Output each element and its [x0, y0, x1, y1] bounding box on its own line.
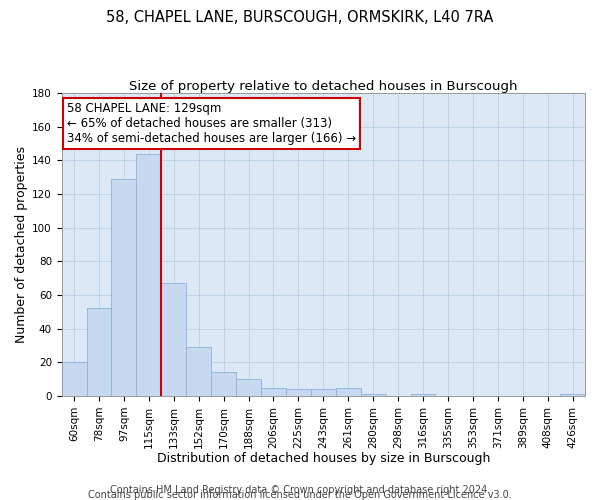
Bar [410, 394, 436, 396]
Text: 58 CHAPEL LANE: 129sqm
← 65% of detached houses are smaller (313)
34% of semi-de: 58 CHAPEL LANE: 129sqm ← 65% of detached… [67, 102, 356, 145]
Bar [186, 347, 211, 396]
X-axis label: Distribution of detached houses by size in Burscough: Distribution of detached houses by size … [157, 452, 490, 465]
Bar [261, 388, 286, 396]
Y-axis label: Number of detached properties: Number of detached properties [15, 146, 28, 343]
Bar [112, 179, 136, 396]
Text: Contains HM Land Registry data © Crown copyright and database right 2024.: Contains HM Land Registry data © Crown c… [110, 485, 490, 495]
Bar [311, 390, 336, 396]
Bar [286, 390, 311, 396]
Bar [560, 394, 585, 396]
Bar [361, 394, 386, 396]
Bar [86, 308, 112, 396]
Bar [236, 379, 261, 396]
Bar [62, 362, 86, 396]
Bar [136, 154, 161, 396]
Text: Contains public sector information licensed under the Open Government Licence v3: Contains public sector information licen… [88, 490, 512, 500]
Title: Size of property relative to detached houses in Burscough: Size of property relative to detached ho… [129, 80, 518, 93]
Text: 58, CHAPEL LANE, BURSCOUGH, ORMSKIRK, L40 7RA: 58, CHAPEL LANE, BURSCOUGH, ORMSKIRK, L4… [106, 10, 494, 25]
Bar [211, 372, 236, 396]
Bar [336, 388, 361, 396]
Bar [161, 283, 186, 396]
